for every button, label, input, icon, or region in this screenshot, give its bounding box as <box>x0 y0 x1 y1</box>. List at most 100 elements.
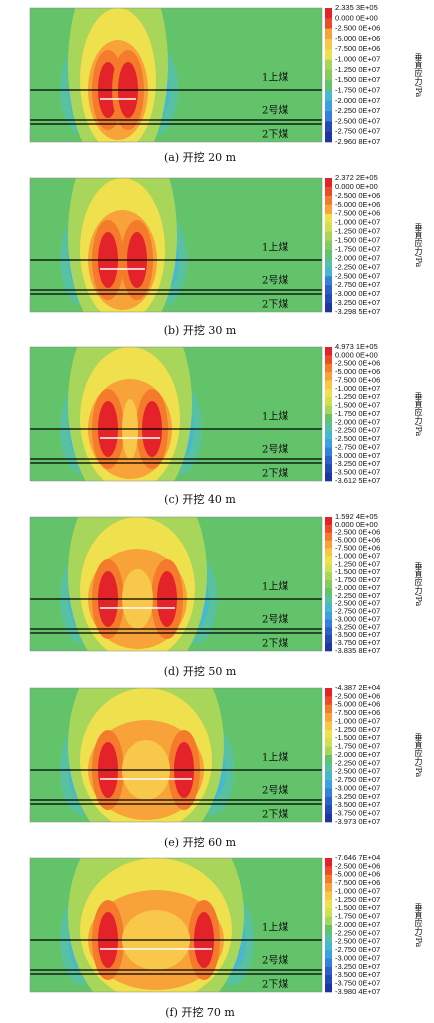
colorbar-segment <box>325 18 332 29</box>
colorbar-segment <box>325 439 332 448</box>
colorbar-segment <box>325 587 332 597</box>
colorbar-segment <box>325 763 332 773</box>
colorbar-segment <box>325 186 332 197</box>
colorbar-segment <box>325 422 332 432</box>
colorbar-segment <box>325 738 332 747</box>
seam-label: 1上煤 <box>262 580 288 593</box>
colorbar-label: 0.000 0E+00 <box>335 13 378 22</box>
colorbar-segment <box>325 788 332 798</box>
caption: (a) 开挖 20 m <box>164 150 237 164</box>
colorbar-label: -1.250 0E+07 <box>335 895 380 904</box>
colorbar-segment <box>325 380 332 390</box>
plot-frame <box>29 7 323 143</box>
seam-label: 2号煤 <box>262 954 288 967</box>
colorbar-segment <box>325 729 332 739</box>
colorbar-segment <box>325 704 332 714</box>
colorbar-segment <box>325 580 332 589</box>
colorbar-segment <box>325 713 332 722</box>
colorbar-segment <box>325 564 332 573</box>
colorbar-segment <box>325 258 332 268</box>
colorbar-label: 4.973 1E+05 <box>335 342 378 351</box>
contour-plot <box>30 347 322 481</box>
colorbar-label: -7.500 0E+06 <box>335 209 380 218</box>
colorbar-segment <box>325 975 332 984</box>
colorbar-segment <box>325 363 332 373</box>
colorbar-label: -2.500 0E+06 <box>335 191 380 200</box>
colorbar-segment <box>325 916 332 926</box>
colorbar-label: -3.000 0E+07 <box>335 953 380 962</box>
colorbar-label: -1.750 0E+07 <box>335 409 380 418</box>
colorbar-label: -2.500 0E+07 <box>335 767 380 776</box>
colorbar-label: -5.000 0E+06 <box>335 870 380 879</box>
caption: (b) 开挖 30 m <box>164 323 237 337</box>
colorbar-label: -5.000 0E+06 <box>335 200 380 209</box>
colorbar-label: -3.500 0E+07 <box>335 630 380 639</box>
contour-plot <box>30 688 322 822</box>
colorbar-label: 0.000 0E+00 <box>335 520 378 529</box>
colorbar-label: -3.973 0E+07 <box>335 817 380 826</box>
colorbar-segment <box>325 548 332 557</box>
colorbar-segment <box>325 688 332 697</box>
colorbar-label: -7.500 0E+06 <box>335 375 380 384</box>
colorbar-segment <box>325 771 332 781</box>
seam-label: 1上煤 <box>262 71 288 84</box>
colorbar-segment <box>325 643 332 652</box>
colorbar-label: -1.500 0E+07 <box>335 75 380 84</box>
colorbar-segment <box>325 933 332 943</box>
colorbar-segment <box>325 635 332 644</box>
colorbar-segment <box>325 121 332 132</box>
colorbar-segment <box>325 908 332 917</box>
colorbar-label: -3.250 0E+07 <box>335 459 380 468</box>
colorbar-label: -1.750 0E+07 <box>335 244 380 253</box>
colorbar-segment <box>325 721 332 731</box>
colorbar-label: -2.960 8E+07 <box>335 137 380 146</box>
colorbar-label: -1.250 0E+07 <box>335 227 380 236</box>
colorbar-title: 垂直应力/Pa <box>414 902 423 948</box>
colorbar-segment <box>325 388 332 398</box>
colorbar-segment <box>325 178 332 188</box>
colorbar-label: -2.750 0E+07 <box>335 127 380 136</box>
plot-frame <box>29 687 323 823</box>
colorbar-segment <box>325 805 332 814</box>
colorbar-label: -2.500 0E+06 <box>335 691 380 700</box>
contour-plot <box>30 858 322 992</box>
colorbar-segment <box>325 950 332 959</box>
colorbar-label: -7.500 0E+06 <box>335 708 380 717</box>
colorbar-segment <box>325 430 332 440</box>
colorbar-segment <box>325 111 332 122</box>
colorbar-segment <box>325 780 332 789</box>
colorbar-label: -3.500 0E+07 <box>335 970 380 979</box>
colorbar-segment <box>325 405 332 415</box>
colorbar-label: -3.612 5E+07 <box>335 476 380 485</box>
plot-frame <box>29 516 323 652</box>
colorbar-segment <box>325 517 332 526</box>
colorbar-segment <box>325 294 332 304</box>
colorbar-label: -1.750 0E+07 <box>335 742 380 751</box>
colorbar-segment <box>325 397 332 406</box>
colorbar-label: -7.500 0E+06 <box>335 44 380 53</box>
seam-label: 2下煤 <box>262 128 288 141</box>
colorbar-label: -1.750 0E+07 <box>335 575 380 584</box>
colorbar-segment <box>325 59 332 71</box>
colorbar-label: -2.750 0E+07 <box>335 442 380 451</box>
colorbar-label: -1.000 0E+07 <box>335 384 380 393</box>
colorbar-label: -7.646 7E+04 <box>335 853 380 862</box>
colorbar-label: -1.000 0E+07 <box>335 886 380 895</box>
contour-plot <box>30 178 322 312</box>
colorbar-segment <box>325 276 332 286</box>
colorbar-label: -3.000 0E+07 <box>335 451 380 460</box>
colorbar-title: 垂直应力/Pa <box>414 391 423 437</box>
colorbar-label: -2.250 0E+07 <box>335 426 380 435</box>
colorbar-segment <box>325 131 332 143</box>
colorbar-segment <box>325 464 332 473</box>
colorbar-label: -3.250 0E+07 <box>335 792 380 801</box>
colorbar-segment <box>325 240 332 250</box>
colorbar-label: -3.000 0E+07 <box>335 289 380 298</box>
colorbar-label: -1.500 0E+07 <box>335 236 380 245</box>
colorbar-label: -2.250 0E+07 <box>335 106 380 115</box>
colorbar-label: -2.000 0E+07 <box>335 96 380 105</box>
colorbar-label: -3.000 0E+07 <box>335 614 380 623</box>
colorbar-label: -3.750 0E+07 <box>335 809 380 818</box>
colorbar-label: -2.500 0E+07 <box>335 599 380 608</box>
colorbar-label: -2.500 0E+07 <box>335 271 380 280</box>
